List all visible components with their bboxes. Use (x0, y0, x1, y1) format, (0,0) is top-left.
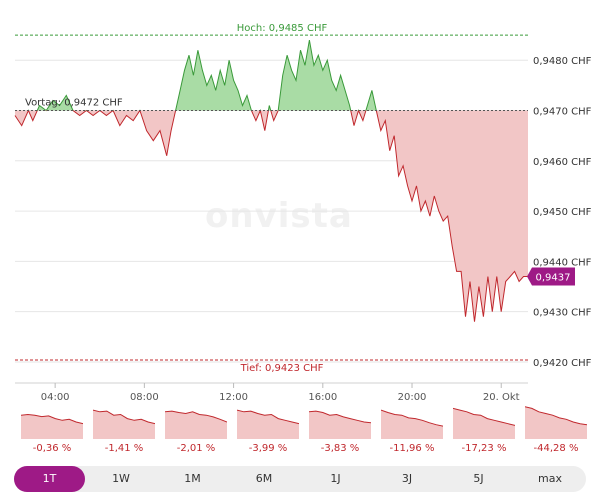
y-tick-label: 0,9430 CHF (533, 308, 592, 319)
performance-minis: -0,36 % -1,41 % -2,01 % -3,99 % -3,83 % -11,9… (0, 405, 600, 460)
mini-chart[interactable]: -3,99 % (237, 405, 299, 460)
x-tick-label: 20:00 (398, 392, 427, 400)
range-button[interactable]: 1T (14, 466, 85, 492)
range-button[interactable]: 5J (473, 472, 484, 485)
mini-area (453, 408, 515, 439)
range-button[interactable]: max (538, 472, 562, 485)
high-label: Hoch: 0,9485 CHF (237, 23, 328, 34)
x-tick-label: 04:00 (41, 392, 70, 400)
mini-sparkline (453, 407, 515, 439)
mini-line (165, 410, 227, 423)
mini-line (237, 409, 299, 425)
mini-chart[interactable]: -44,28 % (525, 405, 587, 460)
mini-change-label: -2,01 % (176, 443, 216, 454)
mini-chart[interactable]: -0,36 % (21, 405, 83, 460)
mini-change-label: -3,99 % (248, 443, 288, 454)
x-tick-label: 08:00 (130, 392, 159, 400)
mini-sparkline (525, 406, 587, 439)
range-button[interactable]: 1M (184, 472, 201, 485)
y-tick-label: 0,9440 CHF (533, 257, 592, 268)
y-tick-label: 0,9420 CHF (533, 358, 592, 369)
mini-change-label: -1,41 % (104, 443, 144, 454)
range-button[interactable]: 1J (330, 472, 341, 485)
price-line-down (14, 110, 528, 322)
mini-chart[interactable]: -2,01 % (165, 405, 227, 460)
mini-sparkline (237, 409, 299, 439)
mini-change-label: -11,96 % (389, 443, 435, 454)
mini-sparkline (21, 413, 83, 439)
y-tick-label: 0,9450 CHF (533, 207, 592, 218)
range-button[interactable]: 1W (112, 472, 130, 485)
low-label: Tief: 0,9423 CHF (240, 363, 324, 374)
mini-sparkline (309, 410, 371, 439)
mini-area (93, 410, 155, 439)
mini-area (309, 411, 371, 439)
mini-sparkline (165, 410, 227, 439)
area-above-reference (15, 40, 528, 111)
x-tick-label: 16:00 (308, 392, 337, 400)
mini-chart[interactable]: -3,83 % (309, 405, 371, 460)
y-tick-label: 0,9470 CHF (533, 107, 592, 118)
mini-area (237, 410, 299, 439)
range-button[interactable]: 3J (401, 472, 413, 485)
last-price-label: 0,9437 (536, 272, 571, 283)
mini-chart[interactable]: -17,23 % (453, 405, 515, 460)
mini-change-label: -44,28 % (533, 443, 579, 454)
mini-line (93, 409, 155, 425)
reference-label: Vortag: 0,9472 CHF (25, 98, 123, 109)
y-tick-label: 0,9460 CHF (533, 157, 592, 168)
mini-area (381, 410, 443, 439)
mini-change-label: -3,83 % (320, 443, 360, 454)
price-line-up (27, 40, 377, 111)
mini-area (525, 406, 587, 439)
mini-area (165, 411, 227, 439)
mini-line (381, 409, 443, 427)
mini-change-label: -17,23 % (461, 443, 507, 454)
mini-chart[interactable]: -1,41 % (93, 405, 155, 460)
mini-line (525, 406, 587, 426)
price-chart-svg: 0,9480 CHF 0,9470 CHF 0,9460 CHF 0,9450 CHF… (14, 23, 592, 400)
mini-chart[interactable]: -11,96 % (381, 405, 443, 460)
area-below-reference (15, 110, 528, 322)
x-tick-label: 12:00 (219, 392, 248, 400)
mini-sparkline (381, 409, 443, 439)
y-tick-label: 0,9480 CHF (533, 56, 592, 67)
range-selector: 1T 1W 1M 6M 1J 3J 5J max (14, 466, 586, 492)
mini-area (21, 414, 83, 439)
last-price-badge (527, 267, 575, 286)
mini-line (453, 407, 515, 426)
mini-line (309, 410, 371, 424)
mini-change-label: -0,36 % (32, 443, 72, 454)
range-button[interactable]: 6M (255, 472, 273, 485)
onvista-watermark: onvista (205, 196, 353, 236)
mini-sparkline (93, 409, 155, 439)
price-chart: onvista 0,9480 CHF 0,9470 CHF 0,9460 CHF 0,… (14, 23, 592, 400)
mini-line (21, 413, 83, 425)
x-tick-label: 20. Okt (483, 392, 520, 400)
